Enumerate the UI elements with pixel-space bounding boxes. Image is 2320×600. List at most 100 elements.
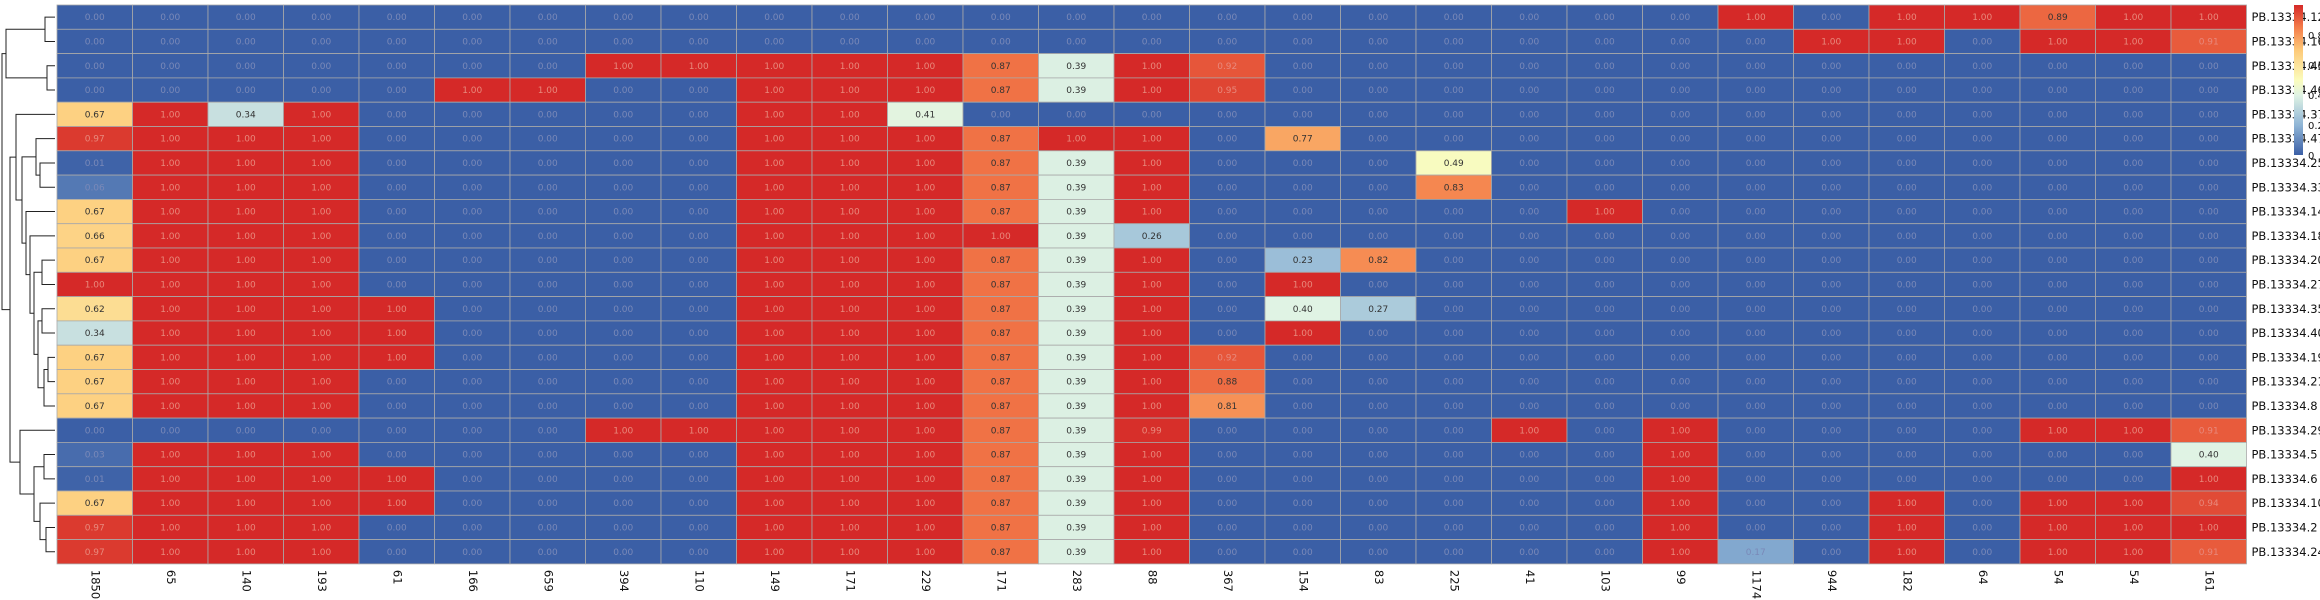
cell-value-label: 0.00 xyxy=(1066,13,1086,23)
heatmap-cell xyxy=(585,223,662,249)
heatmap-cell xyxy=(1793,126,1870,152)
column-label: 171 xyxy=(843,570,857,592)
heatmap-cell xyxy=(1793,4,1870,30)
heatmap-cell xyxy=(132,223,209,249)
cell-value-label: 1.00 xyxy=(840,451,860,461)
heatmap-cell xyxy=(1038,514,1115,540)
heatmap-cell xyxy=(358,369,435,395)
cell-value-label: 0.39 xyxy=(1066,305,1086,315)
heatmap-cell xyxy=(1415,223,1492,249)
heatmap-cell xyxy=(1491,53,1568,79)
heatmap-cell xyxy=(132,198,209,225)
heatmap-cell xyxy=(736,150,813,176)
cell-value-label: 0.00 xyxy=(1746,62,1766,72)
heatmap-cell xyxy=(132,271,209,297)
heatmap-cell xyxy=(811,393,888,419)
cell-value-label: 0.00 xyxy=(538,62,558,72)
row-label: PB.13334.25 xyxy=(2252,156,2320,170)
cell-value-label: 0.00 xyxy=(1293,208,1313,218)
cell-value-label: 1.00 xyxy=(840,402,860,412)
cell-value-label: 1.00 xyxy=(915,475,935,485)
cell-value-label: 0.00 xyxy=(2048,402,2068,412)
cell-value-label: 0.00 xyxy=(462,499,482,509)
heatmap-cell xyxy=(585,490,662,516)
heatmap-cell xyxy=(1340,150,1417,176)
cell-value-label: 1.00 xyxy=(1142,353,1162,363)
cell-value-label: 0.00 xyxy=(613,159,633,169)
cell-value-label: 0.00 xyxy=(1519,548,1539,558)
cell-value-label: 0.00 xyxy=(2123,378,2143,388)
cell-value-label: 0.00 xyxy=(538,475,558,485)
cell-value-label: 0.00 xyxy=(1821,183,1841,193)
cell-value-label: 0.00 xyxy=(689,110,709,120)
cell-value-label: 0.00 xyxy=(2123,232,2143,242)
heatmap-cell xyxy=(2019,223,2096,249)
cell-value-label: 0.00 xyxy=(1519,378,1539,388)
heatmap-cell xyxy=(1566,223,1643,249)
heatmap-cell xyxy=(585,247,662,273)
cell-value-label: 0.00 xyxy=(2123,86,2143,96)
cell-value-label: 0.00 xyxy=(613,86,633,96)
cell-value-label: 1.00 xyxy=(840,110,860,120)
heatmap-cell xyxy=(283,296,360,322)
column-label: 166 xyxy=(466,570,480,592)
heatmap-cell xyxy=(962,77,1039,103)
cell-value-label: 1.00 xyxy=(387,499,407,509)
cell-value-label: 0.00 xyxy=(387,37,407,47)
cell-value-label: 1.00 xyxy=(613,62,633,72)
cell-value-label: 1.00 xyxy=(1670,451,1690,461)
cell-value-label: 0.00 xyxy=(1444,305,1464,315)
heatmap-cell xyxy=(1491,441,1568,468)
heatmap-cell xyxy=(2019,271,2096,297)
cell-value-label: 0.00 xyxy=(462,183,482,193)
cell-value-label: 0.00 xyxy=(1972,280,1992,290)
cell-value-label: 1.00 xyxy=(2048,426,2068,436)
cell-value-label: 1.00 xyxy=(840,232,860,242)
heatmap-cell xyxy=(56,4,133,30)
row-label: PB.13334.37 xyxy=(2252,107,2320,121)
cell-value-label: 0.00 xyxy=(1293,451,1313,461)
cell-value-label: 0.00 xyxy=(236,37,256,47)
cell-value-label: 0.00 xyxy=(2123,305,2143,315)
cell-value-label: 1.00 xyxy=(311,183,331,193)
cell-value-label: 0.00 xyxy=(85,62,105,72)
heatmap-cell xyxy=(887,4,964,30)
cell-value-label: 1.00 xyxy=(764,353,784,363)
heatmap-cell xyxy=(358,101,435,127)
heatmap-cell xyxy=(2095,101,2172,127)
cell-value-label: 0.00 xyxy=(689,499,709,509)
cell-value-label: 0.62 xyxy=(85,305,105,315)
cell-value-label: 0.00 xyxy=(1368,402,1388,412)
cell-value-label: 0.39 xyxy=(1066,378,1086,388)
heatmap-cell xyxy=(358,198,435,225)
cell-value-label: 1.00 xyxy=(1897,37,1917,47)
cell-value-label: 0.00 xyxy=(236,86,256,96)
cell-value-label: 1.00 xyxy=(160,523,180,533)
heatmap-cell xyxy=(207,4,284,30)
cell-value-label: 0.00 xyxy=(1293,37,1313,47)
cell-value-label: 0.00 xyxy=(689,13,709,23)
cell-value-label: 0.00 xyxy=(613,232,633,242)
heatmap-cell xyxy=(1189,247,1266,273)
cell-value-label: 0.67 xyxy=(85,110,105,120)
cell-value-label: 0.00 xyxy=(85,37,105,47)
cell-value-label: 0.00 xyxy=(2123,402,2143,412)
cell-value-label: 1.00 xyxy=(1142,62,1162,72)
cell-value-label: 0.00 xyxy=(1821,305,1841,315)
heatmap-cell xyxy=(811,539,888,565)
cell-value-label: 0.00 xyxy=(1519,208,1539,218)
heatmap-cell xyxy=(2095,344,2172,370)
cell-value-label: 1.00 xyxy=(764,548,784,558)
cell-value-label: 0.00 xyxy=(462,451,482,461)
cell-value-label: 0.00 xyxy=(1595,135,1615,145)
cell-value-label: 0.00 xyxy=(538,499,558,509)
heatmap-cell xyxy=(1566,126,1643,152)
cell-value-label: 0.00 xyxy=(689,208,709,218)
cell-value-label: 0.00 xyxy=(1821,451,1841,461)
cell-value-label: 0.00 xyxy=(1972,305,1992,315)
cell-value-label: 1.00 xyxy=(311,110,331,120)
cell-value-label: 1.00 xyxy=(915,62,935,72)
cell-value-label: 0.00 xyxy=(2199,232,2219,242)
cell-value-label: 0.00 xyxy=(1897,159,1917,169)
cell-value-label: 0.00 xyxy=(1972,548,1992,558)
